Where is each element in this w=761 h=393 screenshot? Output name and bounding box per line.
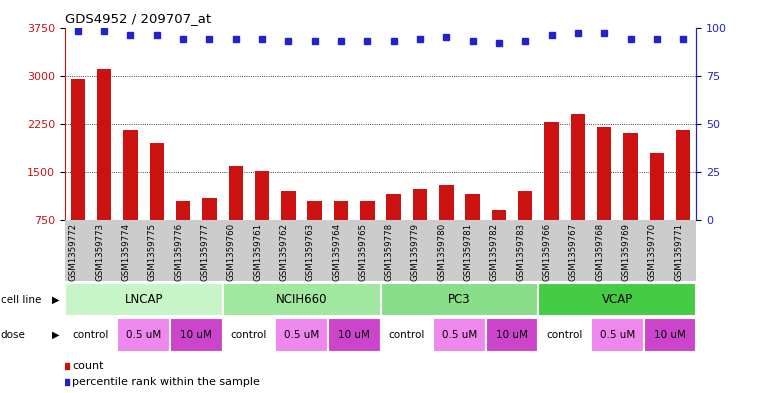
Bar xyxy=(360,201,374,220)
Text: 10 uM: 10 uM xyxy=(338,330,370,340)
Text: 0.5 uM: 0.5 uM xyxy=(126,330,161,340)
Bar xyxy=(650,152,664,220)
Bar xyxy=(380,318,433,352)
Text: control: control xyxy=(389,330,425,340)
Bar xyxy=(307,201,322,220)
Text: GSM1359776: GSM1359776 xyxy=(174,223,183,281)
Text: GSM1359763: GSM1359763 xyxy=(306,223,315,281)
Text: GSM1359782: GSM1359782 xyxy=(490,223,499,281)
Text: 10 uM: 10 uM xyxy=(654,330,686,340)
Bar xyxy=(544,122,559,220)
Bar xyxy=(275,318,328,352)
Bar xyxy=(176,201,190,220)
Bar xyxy=(492,211,506,220)
Bar xyxy=(623,133,638,220)
Text: GSM1359777: GSM1359777 xyxy=(200,223,209,281)
Text: count: count xyxy=(72,362,103,371)
Bar xyxy=(202,198,217,220)
Text: GSM1359783: GSM1359783 xyxy=(516,223,525,281)
Bar xyxy=(486,318,539,352)
Bar xyxy=(539,283,696,316)
Text: LNCAP: LNCAP xyxy=(124,293,163,306)
Text: GSM1359762: GSM1359762 xyxy=(279,223,288,281)
Text: control: control xyxy=(231,330,267,340)
Text: GSM1359771: GSM1359771 xyxy=(674,223,683,281)
Bar xyxy=(571,114,585,220)
Text: GSM1359780: GSM1359780 xyxy=(438,223,446,281)
Bar xyxy=(518,191,533,220)
Text: GSM1359778: GSM1359778 xyxy=(384,223,393,281)
Text: VCAP: VCAP xyxy=(602,293,633,306)
Bar xyxy=(223,283,380,316)
Text: GSM1359768: GSM1359768 xyxy=(595,223,604,281)
Text: control: control xyxy=(546,330,583,340)
Bar xyxy=(433,318,486,352)
Text: NCIH660: NCIH660 xyxy=(275,293,327,306)
Text: GSM1359760: GSM1359760 xyxy=(227,223,236,281)
Bar xyxy=(644,318,696,352)
Text: GSM1359770: GSM1359770 xyxy=(648,223,657,281)
Text: GSM1359779: GSM1359779 xyxy=(411,223,420,281)
Text: 10 uM: 10 uM xyxy=(496,330,528,340)
Bar xyxy=(223,318,275,352)
Bar xyxy=(97,69,111,220)
Text: GSM1359772: GSM1359772 xyxy=(68,223,78,281)
Text: 0.5 uM: 0.5 uM xyxy=(600,330,635,340)
Text: GSM1359767: GSM1359767 xyxy=(569,223,578,281)
Bar xyxy=(591,318,644,352)
Text: control: control xyxy=(73,330,109,340)
Text: GSM1359781: GSM1359781 xyxy=(463,223,473,281)
Bar xyxy=(150,143,164,220)
Bar xyxy=(412,189,427,220)
Text: cell line: cell line xyxy=(1,295,41,305)
Text: 10 uM: 10 uM xyxy=(180,330,212,340)
Text: dose: dose xyxy=(1,330,26,340)
Bar xyxy=(65,283,223,316)
Text: GSM1359775: GSM1359775 xyxy=(148,223,157,281)
Text: 0.5 uM: 0.5 uM xyxy=(284,330,319,340)
Bar xyxy=(281,191,295,220)
Bar xyxy=(539,318,591,352)
Bar xyxy=(328,318,380,352)
Text: ▶: ▶ xyxy=(52,295,59,305)
Text: ▶: ▶ xyxy=(52,330,59,340)
Bar xyxy=(466,195,480,220)
Text: GDS4952 / 209707_at: GDS4952 / 209707_at xyxy=(65,12,211,25)
Text: GSM1359766: GSM1359766 xyxy=(543,223,552,281)
Text: GSM1359764: GSM1359764 xyxy=(332,223,341,281)
Bar xyxy=(380,283,539,316)
Bar xyxy=(255,171,269,220)
Bar xyxy=(334,201,349,220)
Text: GSM1359769: GSM1359769 xyxy=(622,223,631,281)
Bar xyxy=(228,165,243,220)
Text: PC3: PC3 xyxy=(448,293,471,306)
Bar xyxy=(597,127,611,220)
Bar xyxy=(387,195,401,220)
Bar xyxy=(439,185,454,220)
Bar xyxy=(65,318,117,352)
Bar xyxy=(71,79,85,220)
Text: percentile rank within the sample: percentile rank within the sample xyxy=(72,377,260,387)
Bar xyxy=(170,318,223,352)
Bar xyxy=(123,130,138,220)
Text: GSM1359773: GSM1359773 xyxy=(95,223,104,281)
Bar xyxy=(676,130,690,220)
Text: GSM1359765: GSM1359765 xyxy=(358,223,368,281)
Text: GSM1359761: GSM1359761 xyxy=(253,223,262,281)
Text: GSM1359774: GSM1359774 xyxy=(122,223,130,281)
Text: 0.5 uM: 0.5 uM xyxy=(442,330,477,340)
Bar xyxy=(117,318,170,352)
